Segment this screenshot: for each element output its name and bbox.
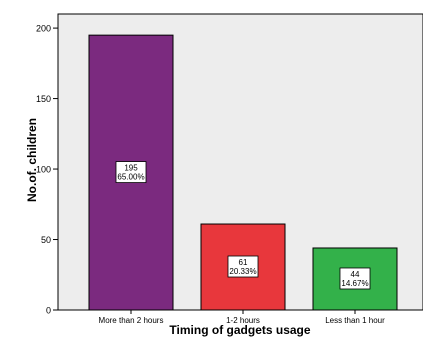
- x-tick-label: Less than 1 hour: [325, 316, 385, 325]
- x-tick-label: More than 2 hours: [99, 316, 164, 325]
- data-label-box: [339, 267, 371, 290]
- y-tick-label: 200: [36, 24, 51, 34]
- y-axis: 0 50 100 150 200: [36, 24, 58, 316]
- data-label-percent: 14.67%: [341, 279, 368, 288]
- data-label-count: 44: [351, 270, 360, 279]
- data-label-box: [227, 255, 259, 278]
- data-label-box: [115, 161, 147, 183]
- x-axis-label: Timing of gadgets usage: [169, 323, 310, 337]
- data-label-percent: 20.33%: [229, 267, 256, 276]
- y-tick-label: 50: [41, 235, 51, 245]
- y-tick-label: 100: [36, 165, 51, 175]
- x-tick-label: 1-2 hours: [226, 316, 260, 325]
- data-label-count: 195: [124, 164, 138, 173]
- y-tick-label: 0: [46, 306, 51, 316]
- data-label-count: 61: [239, 258, 248, 267]
- x-axis: More than 2 hours 1-2 hours Less than 1 ho…: [99, 310, 385, 325]
- data-label-percent: 65.00%: [117, 173, 144, 182]
- y-axis-label: No.of. children: [25, 118, 39, 202]
- y-tick-label: 150: [36, 94, 51, 104]
